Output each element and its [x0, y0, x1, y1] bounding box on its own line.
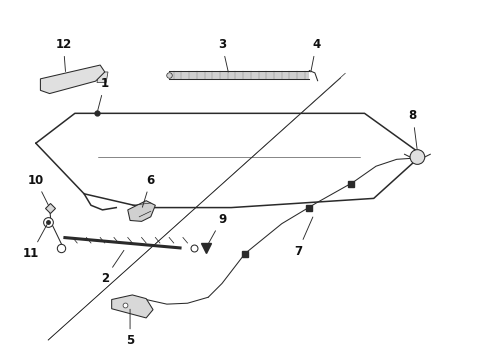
Text: 7: 7: [294, 217, 313, 258]
Circle shape: [410, 150, 425, 165]
Polygon shape: [40, 65, 105, 94]
Text: 4: 4: [311, 38, 320, 72]
Text: 12: 12: [55, 38, 72, 72]
Text: 8: 8: [409, 109, 417, 149]
Text: 3: 3: [218, 38, 228, 72]
Text: 11: 11: [23, 225, 47, 260]
Text: 9: 9: [207, 212, 226, 246]
Text: 1: 1: [98, 77, 109, 111]
Text: 5: 5: [126, 309, 134, 347]
Text: 10: 10: [28, 174, 49, 205]
Polygon shape: [128, 201, 155, 221]
Polygon shape: [112, 295, 153, 318]
Text: 2: 2: [101, 250, 124, 285]
Polygon shape: [97, 72, 108, 82]
Text: 6: 6: [143, 174, 155, 207]
